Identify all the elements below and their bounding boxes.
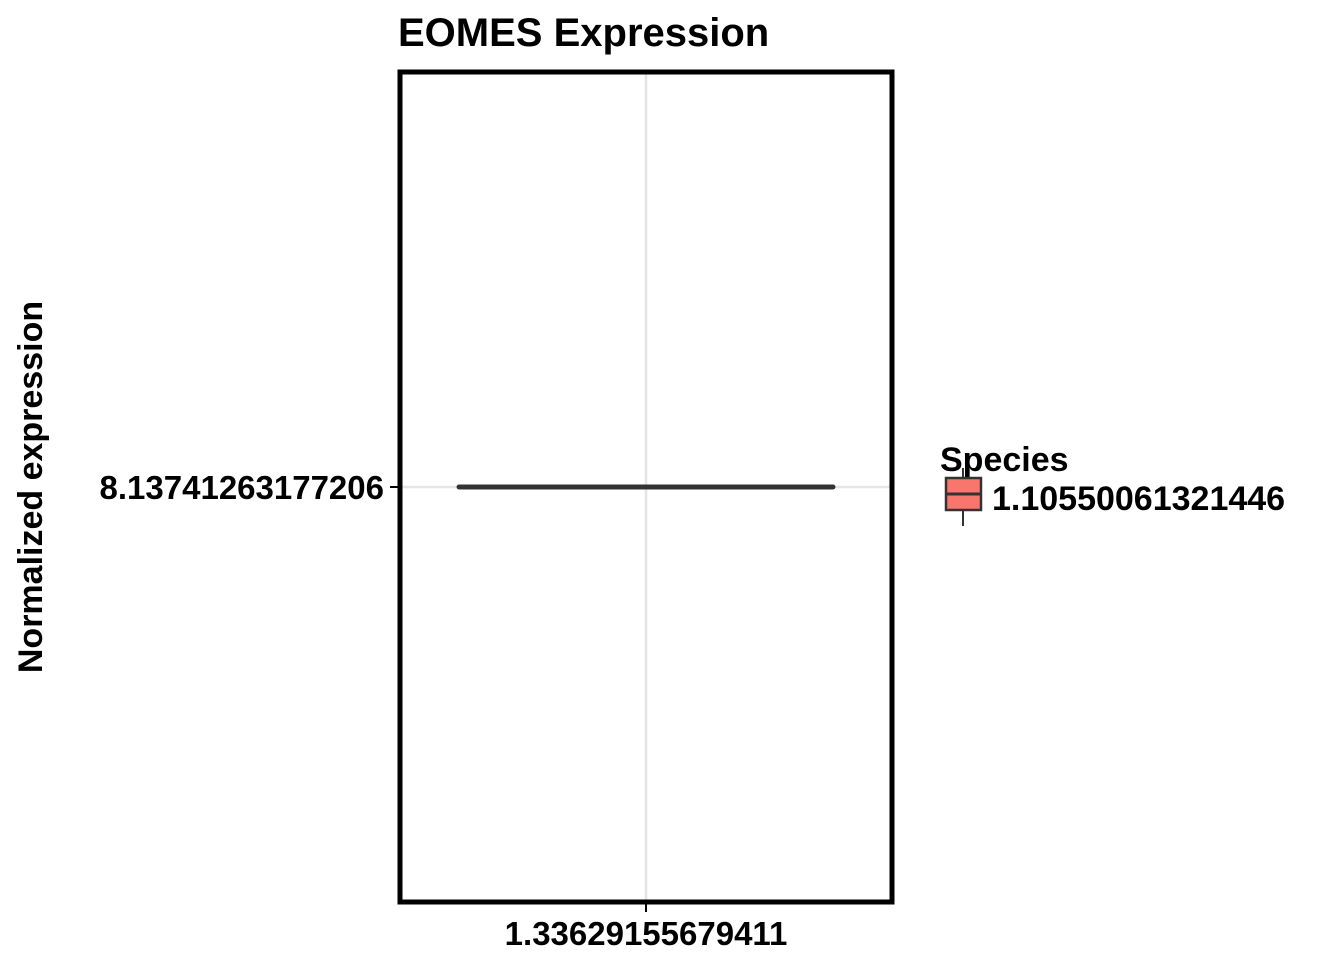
chart-title: EOMES Expression bbox=[398, 11, 769, 55]
x-axis-ticks: 1.33629155679411 bbox=[505, 904, 788, 952]
y-tick-label: 8.13741263177206 bbox=[100, 469, 384, 506]
legend-item: 1.10550061321446 bbox=[944, 468, 1285, 526]
legend: Species 1.10550061321446 bbox=[940, 441, 1285, 526]
legend-title: Species bbox=[940, 441, 1069, 479]
y-axis-ticks: 8.13741263177206 bbox=[100, 469, 398, 506]
y-axis-label: Normalized expression bbox=[12, 301, 50, 673]
legend-items: 1.10550061321446 bbox=[944, 468, 1285, 526]
x-tick-label: 1.33629155679411 bbox=[505, 915, 788, 952]
plot-border bbox=[397, 69, 895, 905]
legend-item-label: 1.10550061321446 bbox=[992, 480, 1285, 518]
plot-panel bbox=[397, 69, 895, 905]
